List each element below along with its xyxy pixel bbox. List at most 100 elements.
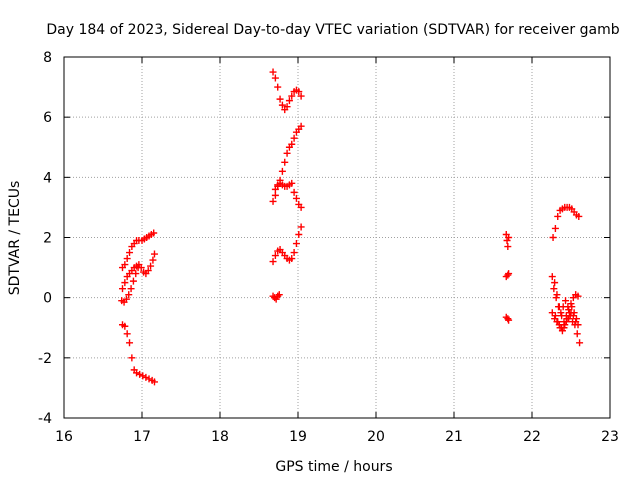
data-point [563,315,571,323]
x-tick-label: 22 [523,429,541,445]
data-point [297,203,305,211]
data-point [551,279,559,287]
data-point [505,316,513,324]
data-point [147,262,155,270]
y-tick-label: 6 [43,110,52,126]
data-point [504,271,512,279]
data-point [278,101,286,109]
x-tick-label: 18 [211,429,229,445]
data-point [122,295,130,303]
data-point [292,240,300,248]
data-series [118,68,584,386]
data-point [550,285,558,293]
series-arc-22.3h-cluster-d [551,303,580,335]
data-point [139,372,147,380]
data-point [150,229,158,237]
data-point [568,303,576,311]
data-point [269,68,277,76]
data-point [290,188,298,196]
x-tick-label: 19 [289,429,307,445]
data-point [570,309,578,317]
data-point [121,279,129,287]
data-point [271,294,279,302]
y-tick-label: -2 [38,351,52,367]
data-point [126,249,134,257]
data-point [121,322,129,330]
y-tick-label: -4 [38,411,52,427]
data-point [145,375,153,383]
data-point [275,291,283,299]
data-point [283,149,291,157]
x-tick-label: 17 [133,429,151,445]
data-point [285,97,293,105]
data-point [132,270,140,278]
data-point [504,315,512,323]
data-point [548,273,556,281]
tick-labels: 16 17 18 19 20 21 22 23 -4 -2 0 2 4 6 8 [38,50,619,445]
data-point [125,291,133,299]
y-tick-label: 2 [43,231,52,247]
grid-lines [64,57,610,418]
data-point [136,370,144,378]
data-point [126,339,134,347]
data-point [554,318,562,326]
series-arc-21.7h [502,230,513,324]
data-point [574,292,582,300]
data-point [297,223,305,231]
y-tick-label: 4 [43,170,52,186]
chart-title: Day 184 of 2023, Sidereal Day-to-day VTE… [46,22,619,38]
series-arc-18.7h-top [269,68,305,114]
data-point [558,327,566,335]
data-point [127,285,135,293]
data-point [123,255,131,263]
series-arc-17h-negative [119,321,158,386]
data-point [572,315,580,323]
plot-frame [63,56,611,419]
data-point [271,191,279,199]
data-point [297,92,305,100]
series-arc-17h-upper [119,229,158,272]
data-point [573,330,581,338]
data-point [149,256,157,264]
data-point [576,339,584,347]
data-point [295,88,303,96]
data-point [119,285,126,293]
y-tick-label: 8 [43,50,52,66]
data-point [571,321,579,329]
data-point [281,158,289,166]
data-point [276,95,284,103]
data-point [297,122,305,130]
data-point [288,179,296,187]
series-arc-17h-middle [119,250,158,293]
series-arc-18.7h-low [269,223,305,266]
data-point [549,234,557,241]
x-tick-label: 21 [445,429,463,445]
series-arc-22.3h-upper [549,203,583,241]
data-point [278,167,286,175]
y-axis-label: SDTVAR / TECUs [7,181,23,296]
data-point [292,194,300,202]
data-point [271,74,279,82]
data-point [504,243,512,251]
data-point [290,134,298,142]
data-point [144,267,152,275]
data-point [269,197,277,205]
data-point [269,258,277,266]
data-point [288,140,296,148]
data-point [128,354,136,362]
x-axis-label: GPS time / hours [275,459,392,475]
series-arc-17h-lower [118,264,142,306]
data-point [129,277,137,285]
data-point [274,292,282,300]
data-point [290,249,298,257]
x-tick-label: 20 [367,429,385,445]
data-point [133,369,141,377]
data-point [551,312,559,320]
data-point [142,373,150,381]
data-point [288,255,296,263]
data-point [271,185,279,193]
x-tick-label: 23 [601,429,619,445]
data-point [121,261,129,269]
data-point [274,83,282,91]
